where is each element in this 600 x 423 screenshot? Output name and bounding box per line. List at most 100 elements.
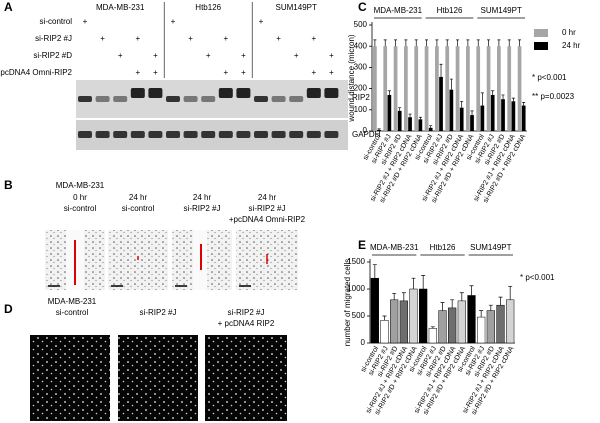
bar bbox=[448, 307, 457, 344]
wound-images bbox=[45, 230, 298, 290]
bar bbox=[476, 46, 481, 132]
bar bbox=[370, 277, 379, 344]
band bbox=[78, 96, 92, 102]
error-bar bbox=[383, 39, 387, 47]
error-bar bbox=[507, 39, 511, 47]
error-bar bbox=[372, 264, 377, 279]
caption: si-RIP2 #J bbox=[140, 308, 177, 317]
legend-label: 0 hr bbox=[562, 28, 576, 37]
bar bbox=[439, 76, 443, 131]
blot-label: GAPDH bbox=[352, 130, 381, 139]
caption: +pcDNA4 Omni-RIP2 bbox=[229, 215, 306, 224]
band bbox=[218, 131, 233, 138]
annotation: * p<0.001 bbox=[532, 73, 567, 82]
plus: + bbox=[153, 51, 158, 60]
row-label: si-RIP2 #J bbox=[35, 34, 72, 43]
y-tick-label: 400 bbox=[354, 41, 368, 50]
group-label: MDA-MB-231 bbox=[374, 6, 423, 15]
bar bbox=[380, 320, 389, 344]
bar bbox=[377, 129, 381, 131]
error-bar bbox=[460, 100, 464, 108]
band bbox=[113, 96, 128, 102]
band bbox=[148, 131, 163, 138]
migration-images bbox=[30, 335, 287, 421]
bar bbox=[517, 46, 522, 132]
bar bbox=[459, 107, 464, 131]
bar bbox=[428, 127, 433, 131]
annotation: * p<0.001 bbox=[520, 273, 555, 282]
caption: 0 hr bbox=[73, 193, 87, 202]
cell-line: MDA-MB-231 bbox=[48, 297, 97, 306]
plus: + bbox=[135, 68, 140, 77]
bar bbox=[393, 46, 398, 132]
bar bbox=[480, 105, 485, 131]
panel-letter: E bbox=[358, 238, 366, 252]
plus: + bbox=[118, 51, 123, 60]
plus: + bbox=[241, 51, 246, 60]
legend-swatch bbox=[534, 29, 548, 37]
band bbox=[218, 88, 233, 98]
error-bar bbox=[518, 39, 522, 47]
plus: + bbox=[259, 17, 264, 26]
band bbox=[95, 131, 110, 138]
error-bar bbox=[440, 302, 445, 311]
bar bbox=[511, 101, 516, 131]
bar bbox=[387, 94, 392, 131]
y-tick-label: 500 bbox=[354, 20, 368, 29]
caption: 24 hr bbox=[193, 193, 212, 202]
caption: si-RIP2 #J bbox=[184, 204, 221, 213]
y-tick-label: 1000 bbox=[347, 284, 365, 293]
bar bbox=[424, 46, 429, 132]
error-bar bbox=[456, 39, 460, 47]
panel-letter: A bbox=[4, 0, 13, 14]
bar bbox=[490, 94, 495, 131]
error-bar bbox=[435, 39, 439, 47]
error-bar bbox=[377, 128, 381, 130]
caption: 24 hr bbox=[258, 193, 277, 202]
bar bbox=[501, 99, 505, 131]
bar bbox=[404, 46, 408, 132]
error-bar bbox=[429, 125, 433, 128]
bar bbox=[383, 46, 388, 132]
bar bbox=[409, 288, 418, 344]
error-bar bbox=[508, 285, 513, 300]
legend-swatch bbox=[534, 42, 548, 50]
plus: + bbox=[206, 51, 211, 60]
band bbox=[324, 88, 339, 98]
caption: si-RIP2 #J bbox=[249, 204, 286, 213]
plus: + bbox=[188, 34, 193, 43]
band bbox=[236, 131, 251, 138]
group-label: Htb126 bbox=[437, 6, 463, 15]
band bbox=[183, 131, 198, 138]
error-bar bbox=[414, 39, 418, 47]
band bbox=[78, 131, 92, 138]
band bbox=[148, 88, 163, 98]
caption: si-RIP2 #J bbox=[228, 308, 265, 317]
error-bar bbox=[382, 315, 387, 321]
band bbox=[201, 96, 216, 102]
error-bar bbox=[430, 326, 435, 329]
error-bar bbox=[480, 92, 484, 106]
legend-label: 24 hr bbox=[562, 41, 581, 50]
error-bar bbox=[459, 292, 464, 301]
bar bbox=[497, 46, 501, 132]
band bbox=[201, 131, 216, 138]
band bbox=[271, 131, 286, 138]
error-bar bbox=[470, 110, 474, 116]
plus: + bbox=[329, 51, 334, 60]
y-tick-label: 300 bbox=[354, 63, 368, 72]
bar bbox=[455, 46, 460, 132]
error-bar bbox=[479, 310, 484, 318]
error-bar bbox=[497, 39, 501, 47]
band bbox=[236, 88, 251, 98]
bar bbox=[477, 316, 486, 344]
plus: + bbox=[100, 34, 105, 43]
plus: + bbox=[135, 34, 140, 43]
caption: si-control bbox=[56, 308, 89, 317]
annotation: ** p=0.0023 bbox=[532, 92, 575, 101]
bar bbox=[399, 300, 408, 344]
band bbox=[183, 96, 198, 102]
error-bar bbox=[491, 90, 495, 95]
error-bar bbox=[408, 113, 412, 118]
error-bar bbox=[445, 39, 449, 47]
